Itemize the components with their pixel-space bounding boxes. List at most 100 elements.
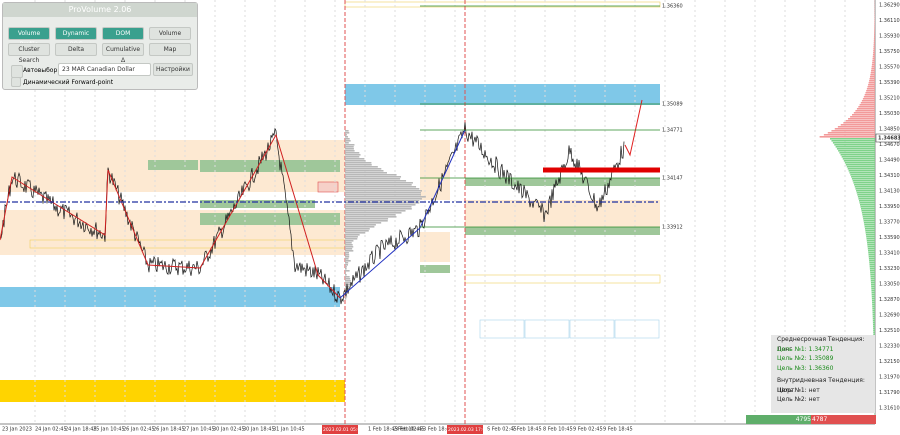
volume-bar [345,216,397,218]
tool-button[interactable]: Volume Profile [8,27,50,48]
volume-bar [345,256,350,258]
panel-title: ProVolume 2.06 [3,3,197,17]
depth-bar [865,232,875,234]
depth-bar [874,20,875,22]
volume-bar [345,244,353,246]
price-label: 1.33590 [879,235,900,241]
depth-bar [856,192,875,194]
tool-button[interactable]: DOM [102,27,144,40]
time-label: 31 Jan 10:45 [273,427,305,433]
tool-button[interactable]: Cluster Search [8,43,50,64]
depth-bar [856,190,875,192]
depth-bar [868,254,875,256]
time-label: 9 Feb 02:45 [573,427,603,433]
depth-bar [872,324,875,326]
info-line: Цель №2: 1.35089 [777,355,834,362]
depth-bar [865,230,875,232]
depth-bar [853,112,875,114]
depth-bar [869,262,875,264]
zone [200,213,340,225]
depth-bar [872,310,875,312]
volume-bar [345,138,350,140]
volume-bar [345,224,376,226]
volume-bar [345,178,401,180]
volume-bar [345,140,351,142]
depth-bar [874,34,875,36]
info-panel: Среднесрочная Тенденция: Лонг Цель №1: 1.… [771,335,875,413]
time-label: 3 Feb 02:45 [395,427,425,433]
price-label: 1.31970 [879,375,900,381]
volume-bar [345,160,366,162]
depth-bar [830,138,875,140]
volume-bar [345,236,358,238]
settings-button[interactable]: Настройки [153,63,193,76]
ask-volume: 4787 [811,415,876,424]
depth-bar [819,136,875,138]
depth-bar [860,206,875,208]
depth-bar [871,294,875,296]
depth-bar [872,316,875,318]
tool-button[interactable]: Cumulative Δ [102,43,144,64]
depth-bar [870,280,875,282]
depth-bar [855,188,875,190]
depth-bar [852,114,875,116]
depth-bar [863,96,875,98]
depth-bar [869,80,875,82]
forecast [624,99,643,157]
zone [200,160,340,172]
time-label: 6 Feb 02:45 [487,427,517,433]
price-label: 1.35750 [879,49,900,55]
checkbox[interactable] [11,77,21,87]
depth-bar [857,194,875,196]
depth-bar [866,240,875,242]
depth-bar [864,224,875,226]
depth-bar [853,182,875,184]
volume-bar [345,258,349,260]
depth-bar [860,204,875,206]
volume-bar [345,284,351,286]
volume-bar [345,148,354,150]
volume-bar [345,174,397,176]
depth-bar [874,26,875,28]
depth-bar [848,170,875,172]
volume-bar [345,252,349,254]
tool-button[interactable]: Volume [149,27,191,40]
tool-button[interactable]: Delta [55,43,97,56]
volume-bar [345,282,351,284]
depth-bar [869,264,875,266]
price-label: 1.32510 [879,328,900,334]
depth-bar [867,242,875,244]
depth-bar [868,258,875,260]
volume-bar [345,136,349,138]
depth-bar [873,44,875,46]
depth-bar [847,168,875,170]
price-label: 1.34490 [879,158,900,164]
volume-bar [345,270,350,272]
depth-bar [869,78,875,80]
depth-bar [840,124,875,126]
zone [344,1,661,8]
volume-bar [345,230,369,232]
bid-volume: 4795 [746,415,811,424]
info-line: Цель №3: 1.36360 [777,364,834,372]
depth-bar [844,162,875,164]
tool-button[interactable]: Map [149,43,191,56]
depth-bar [854,186,875,188]
volume-bar [345,218,389,220]
info-line: Среднесрочная Тенденция: Лонг [777,336,865,353]
price-label: 1.32690 [879,313,900,319]
depth-bar [873,38,875,40]
volume-bar [345,210,406,212]
depth-bar [874,24,875,26]
depth-bar [848,118,875,120]
volume-bar [345,130,349,132]
volume-bar [345,158,365,160]
volume-bar [345,176,402,178]
info-line: Цель №2: нет [777,396,820,403]
tool-button[interactable]: Dynamic POC [55,27,97,48]
level-label: 1.34771 [662,128,683,134]
volume-bar [345,232,366,234]
symbol-select[interactable]: 23 MAR Canadian Dollar [58,63,151,76]
depth-bar [869,76,875,78]
price-label: 1.34850 [879,127,900,133]
